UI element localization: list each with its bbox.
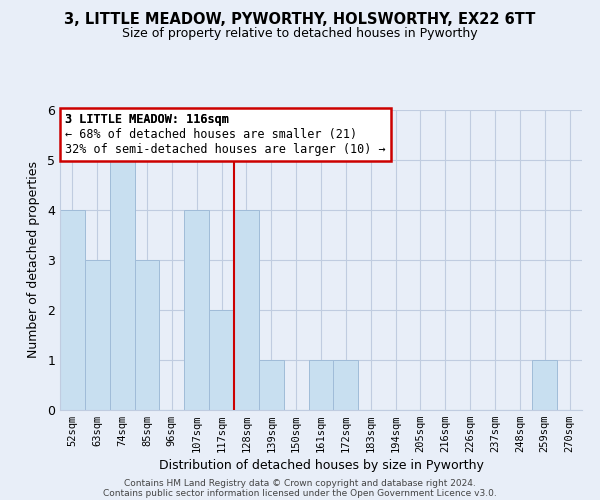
Bar: [134, 260, 160, 410]
X-axis label: Distribution of detached houses by size in Pyworthy: Distribution of detached houses by size …: [158, 460, 484, 472]
Bar: [209, 310, 234, 410]
Text: 3 LITTLE MEADOW: 116sqm
← 68% of detached houses are smaller (21)
32% of semi-de: 3 LITTLE MEADOW: 116sqm ← 68% of detache…: [65, 113, 386, 156]
Text: Size of property relative to detached houses in Pyworthy: Size of property relative to detached ho…: [122, 28, 478, 40]
Bar: [259, 360, 284, 410]
Bar: [184, 210, 209, 410]
Bar: [532, 360, 557, 410]
Text: Contains public sector information licensed under the Open Government Licence v3: Contains public sector information licen…: [103, 488, 497, 498]
Bar: [110, 160, 134, 410]
Bar: [308, 360, 334, 410]
Bar: [85, 260, 110, 410]
Text: 3 LITTLE MEADOW: 116sqm: 3 LITTLE MEADOW: 116sqm: [65, 113, 229, 126]
Text: Contains HM Land Registry data © Crown copyright and database right 2024.: Contains HM Land Registry data © Crown c…: [124, 478, 476, 488]
Bar: [60, 210, 85, 410]
Bar: [234, 210, 259, 410]
Bar: [334, 360, 358, 410]
Text: 3, LITTLE MEADOW, PYWORTHY, HOLSWORTHY, EX22 6TT: 3, LITTLE MEADOW, PYWORTHY, HOLSWORTHY, …: [64, 12, 536, 28]
Y-axis label: Number of detached properties: Number of detached properties: [27, 162, 40, 358]
